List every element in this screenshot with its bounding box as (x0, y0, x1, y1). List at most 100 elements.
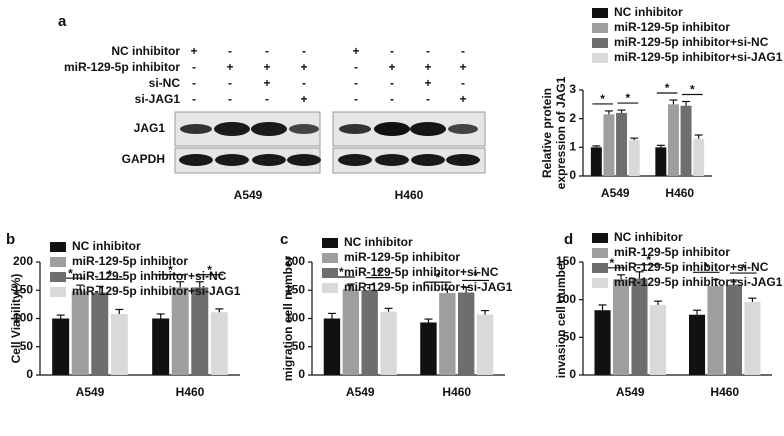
condition-sign: + (226, 60, 233, 74)
y-tick-label: 0 (26, 367, 33, 381)
band (338, 154, 372, 166)
legend-swatch (592, 233, 608, 243)
legend-swatch (592, 263, 608, 273)
significance-mark: * (600, 92, 605, 106)
significance-mark: * (339, 265, 344, 279)
condition-label: si-NC (149, 76, 181, 90)
legend-swatch (322, 253, 338, 263)
significance-mark: * (704, 260, 709, 274)
legend-label: miR-129-5p inhibitor (72, 254, 188, 268)
y-tick-label: 2 (569, 111, 576, 125)
bar (590, 147, 602, 176)
panel-label: c (280, 231, 288, 248)
bar (476, 314, 494, 375)
legend-swatch (592, 53, 608, 63)
legend-swatch (322, 238, 338, 248)
condition-sign: - (265, 92, 269, 106)
band (215, 154, 249, 166)
condition-sign: + (459, 60, 466, 74)
protein-label: JAG1 (134, 121, 166, 135)
bar (342, 289, 360, 375)
western-blot (174, 111, 486, 174)
condition-sign: - (265, 44, 269, 58)
y-tick-label: 200 (285, 254, 305, 268)
x-tick-label: H460 (442, 385, 471, 399)
x-tick-label: A549 (601, 186, 630, 200)
legend-label: NC inhibitor (614, 5, 683, 19)
band (375, 154, 409, 166)
bar (616, 112, 628, 176)
y-tick-label: 50 (563, 330, 577, 344)
significance-mark: * (626, 91, 631, 105)
condition-sign: - (228, 76, 232, 90)
condition-sign: - (354, 60, 358, 74)
bar (171, 287, 189, 375)
legend-label: miR-129-5p inhibitor+si-JAG1 (72, 284, 241, 298)
condition-sign: - (426, 44, 430, 58)
condition-sign: - (354, 92, 358, 106)
y-tick-label: 0 (569, 168, 576, 182)
bar (439, 293, 456, 375)
legend-swatch (50, 242, 66, 252)
bar (380, 311, 397, 375)
condition-sign: - (390, 44, 394, 58)
panel-label: b (6, 231, 15, 248)
legend-swatch (50, 287, 66, 297)
band (448, 124, 478, 134)
y-axis-label: invasion cell number (554, 258, 568, 378)
significance-mark: * (107, 267, 112, 281)
bar (457, 292, 475, 375)
bar (52, 318, 70, 375)
significance-mark: * (436, 270, 441, 284)
significance-mark: * (741, 261, 746, 275)
panel-label: d (564, 231, 573, 248)
band (446, 154, 480, 166)
x-tick-label: H460 (176, 385, 205, 399)
band (289, 124, 319, 134)
condition-sign: + (459, 92, 466, 106)
bar (667, 104, 679, 176)
condition-sign: - (354, 76, 358, 90)
bar (210, 312, 228, 375)
y-tick-label: 100 (285, 311, 305, 325)
legend-label: miR-129-5p inhibitor (344, 250, 460, 264)
condition-sign: + (263, 60, 270, 74)
significance-mark: * (207, 263, 212, 277)
condition-label: si-JAG1 (135, 92, 181, 106)
band (339, 124, 371, 134)
significance-mark: * (68, 266, 73, 280)
bar (707, 286, 724, 375)
y-tick-label: 150 (285, 282, 305, 296)
y-tick-label: 200 (13, 254, 33, 268)
legend-swatch (322, 283, 338, 293)
condition-sign: + (388, 60, 395, 74)
condition-sign: + (300, 92, 307, 106)
x-tick-label: A549 (346, 385, 375, 399)
panel-label: a (58, 13, 67, 30)
bar (680, 105, 692, 176)
y-tick-label: 100 (13, 311, 33, 325)
condition-sign: + (190, 44, 197, 58)
bar (631, 278, 648, 375)
bar (628, 140, 640, 176)
band (251, 122, 287, 136)
legend-label: miR-129-5p inhibitor+si-NC (614, 35, 769, 49)
condition-sign: - (461, 76, 465, 90)
bar (323, 318, 341, 375)
bar (71, 291, 89, 375)
x-tick-label: A549 (616, 385, 645, 399)
legend-swatch (322, 268, 338, 278)
condition-sign: - (302, 44, 306, 58)
significance-mark: * (609, 256, 614, 270)
legend-label: miR-129-5p inhibitor+si-NC (344, 265, 499, 279)
legend-swatch (592, 278, 608, 288)
significance-mark: * (665, 81, 670, 95)
x-tick-label: A549 (76, 385, 105, 399)
y-tick-label: 150 (556, 254, 576, 268)
y-axis-label: Cell Viability(%) (9, 274, 23, 364)
bar (655, 147, 667, 176)
bar (594, 310, 611, 375)
bar (361, 290, 378, 375)
condition-label: miR-129-5p inhibitor (64, 60, 180, 74)
y-tick-label: 0 (298, 367, 305, 381)
